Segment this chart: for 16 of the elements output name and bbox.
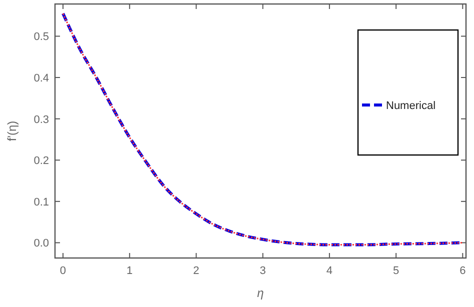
x-tick-label: 1 (126, 265, 133, 277)
y-tick-label: 0.5 (34, 31, 49, 44)
x-axis-title: η (257, 286, 264, 300)
y-tick-label: 0.1 (34, 196, 49, 208)
y-axis-title: f'(η) (5, 120, 19, 142)
x-tick-label: 3 (260, 265, 266, 277)
y-tick-label: 0.4 (34, 72, 49, 85)
y-tick-label: 0.3 (34, 114, 49, 126)
y-tick-label: 0.0 (34, 238, 49, 250)
x-tick-label: 6 (460, 265, 466, 277)
x-tick-label: 2 (193, 265, 200, 277)
x-tick-label: 0 (60, 265, 66, 277)
y-tick-label: 0.2 (34, 155, 49, 168)
legend-label: Numerical (386, 100, 436, 112)
x-tick-label: 4 (326, 265, 333, 277)
x-tick-label: 5 (392, 265, 400, 277)
